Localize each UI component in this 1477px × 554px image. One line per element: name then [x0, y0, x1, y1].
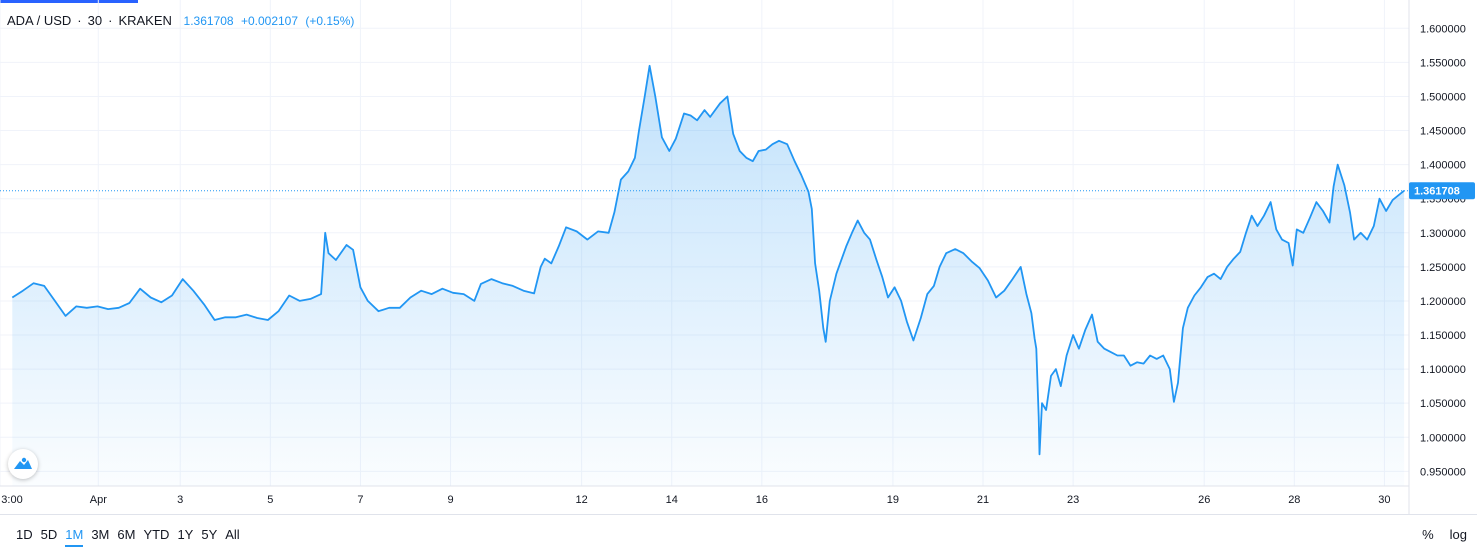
range-button-all[interactable]: All [225, 527, 240, 542]
x-tick-label: 21 [977, 494, 989, 506]
range-button-5y[interactable]: 5Y [201, 527, 218, 542]
exchange-label: KRAKEN [118, 13, 172, 28]
change-value: +0.002107 [240, 14, 299, 28]
scale-options: % log [1422, 527, 1467, 542]
range-button-ytd[interactable]: YTD [143, 527, 170, 542]
x-tick-label: 3 [177, 494, 183, 506]
x-tick-label: 26 [1198, 494, 1210, 506]
symbol-legend: ADA / USD · 30 · KRAKEN 1.361708 +0.002107 (… [7, 13, 358, 28]
x-tick-label: 14 [666, 494, 678, 506]
time-axis[interactable]: 3:00 Apr 3 5 7 9 12 14 16 19 21 23 26 28 30 [1, 494, 1390, 506]
y-tick-label: 1.200000 [1420, 296, 1466, 308]
y-tick-label: 1.050000 [1420, 398, 1466, 410]
legend-separator: · [108, 13, 113, 28]
legend-separator: · [77, 13, 82, 28]
last-price-badge: 1.361708 [1409, 182, 1475, 200]
x-tick-label: 28 [1288, 494, 1300, 506]
range-button-6m[interactable]: 6M [117, 527, 136, 542]
log-scale-toggle[interactable]: log [1449, 527, 1467, 542]
tradingview-logo-icon[interactable] [8, 449, 38, 479]
x-tick-label: Apr [90, 494, 107, 506]
range-button-3m[interactable]: 3M [91, 527, 110, 542]
legend-values: 1.361708 +0.002107 (+0.15%) [184, 14, 359, 28]
x-tick-label: 12 [575, 494, 587, 506]
interval-label: 30 [87, 13, 103, 28]
x-tick-label: 19 [887, 494, 899, 506]
y-tick-label: 1.300000 [1420, 228, 1466, 240]
last-price-label: 1.361708 [1414, 186, 1460, 198]
price-chart[interactable]: 1.600000 1.550000 1.500000 1.450000 1.400000… [0, 0, 1477, 514]
y-tick-label: 1.500000 [1420, 91, 1466, 103]
symbol-name[interactable]: ADA / USD [7, 13, 72, 28]
x-tick-label: 5 [267, 494, 273, 506]
x-tick-label: 9 [447, 494, 453, 506]
x-tick-label: 3:00 [1, 494, 22, 506]
y-tick-label: 0.950000 [1420, 466, 1466, 478]
y-tick-label: 1.400000 [1420, 160, 1466, 172]
bottom-toolbar: 1D 5D 1M 3M 6M YTD 1Y 5Y All % log [0, 514, 1477, 554]
percent-scale-toggle[interactable]: % [1422, 527, 1434, 542]
price-area-fill [12, 65, 1405, 487]
x-tick-label: 7 [357, 494, 363, 506]
range-button-1m[interactable]: 1M [65, 527, 91, 547]
range-button-1d[interactable]: 1D [16, 527, 33, 542]
last-price-value: 1.361708 [183, 14, 234, 28]
change-percent-value: (+0.15%) [305, 14, 355, 28]
x-tick-label: 30 [1378, 494, 1390, 506]
y-tick-label: 1.600000 [1420, 23, 1466, 35]
range-button-5d[interactable]: 5D [40, 527, 58, 542]
x-tick-label: 16 [756, 494, 768, 506]
active-tab-indicator [0, 0, 138, 3]
y-tick-label: 1.000000 [1420, 432, 1466, 444]
y-tick-label: 1.450000 [1420, 126, 1466, 138]
x-tick-label: 23 [1067, 494, 1079, 506]
y-tick-label: 1.100000 [1420, 364, 1466, 376]
price-axis[interactable]: 1.600000 1.550000 1.500000 1.450000 1.400000… [1420, 23, 1466, 478]
y-tick-label: 1.250000 [1420, 262, 1466, 274]
range-button-1y[interactable]: 1Y [177, 527, 194, 542]
y-tick-label: 1.550000 [1420, 57, 1466, 69]
y-tick-label: 1.150000 [1420, 330, 1466, 342]
price-line [11, 64, 1405, 456]
date-range-selector: 1D 5D 1M 3M 6M YTD 1Y 5Y All [16, 527, 248, 547]
